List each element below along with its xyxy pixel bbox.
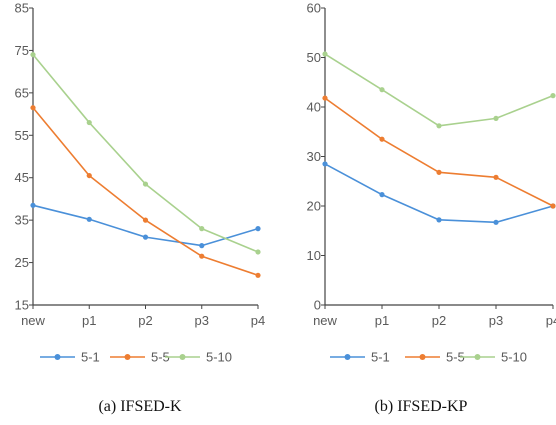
data-point-5-5 — [436, 169, 442, 175]
chart-ifsed-k: 15 25 35 45 55 65 75 85 new p1 p2 p3 p4 5-1 5-5 5-10 — [15, 1, 266, 365]
x-tick-label: p2 — [432, 313, 446, 328]
y-tick-label: 35 — [15, 213, 29, 228]
chart-ifsed-kp: 0 10 20 30 40 50 60 new p1 p2 p3 p4 5-1 5-5 5-10 — [307, 1, 556, 365]
x-tick-label: new — [21, 313, 45, 328]
data-point-5-10 — [493, 115, 499, 121]
data-point-5-5 — [30, 105, 36, 111]
legend-marker-5-5 — [124, 354, 131, 360]
series-line-5-10 — [324, 53, 554, 127]
data-point-5-5 — [142, 217, 149, 223]
x-tick-label: p1 — [82, 313, 96, 328]
legend-label-5-1: 5-1 — [371, 350, 390, 365]
y-tick-label: 20 — [307, 199, 321, 214]
data-point-5-1 — [436, 217, 442, 223]
y-tick-label: 25 — [15, 255, 29, 270]
legend-marker-5-5 — [419, 354, 426, 360]
data-point-5-10 — [255, 249, 261, 255]
legend-label-5-10: 5-10 — [206, 350, 232, 365]
data-point-5-1 — [493, 219, 499, 225]
y-tick-label: 75 — [15, 43, 29, 58]
legend-label-5-1: 5-1 — [81, 350, 100, 365]
legend-marker-5-10 — [179, 354, 186, 360]
legend-marker-5-10 — [474, 354, 481, 360]
y-tick-label: 0 — [314, 298, 321, 313]
y-tick-label: 65 — [15, 85, 29, 100]
x-tick-label: p2 — [138, 313, 152, 328]
caption-ifsed-k: (a) IFSED-K — [98, 398, 182, 415]
data-point-5-5 — [86, 172, 92, 179]
x-tick-label: p4 — [546, 313, 556, 328]
y-tick-label: 40 — [307, 100, 321, 115]
x-tick-label: p3 — [195, 313, 209, 328]
data-point-5-1 — [142, 234, 149, 240]
x-tick-label: p4 — [251, 313, 265, 328]
legend-label-5-5: 5-5 — [151, 350, 170, 365]
data-point-5-10 — [30, 52, 36, 58]
series-line-5-5 — [32, 107, 259, 277]
legend-marker-5-1 — [54, 354, 61, 360]
data-point-5-5 — [322, 95, 328, 101]
y-tick-label: 55 — [15, 128, 29, 143]
data-point-5-1 — [322, 161, 328, 167]
data-point-5-10 — [86, 119, 92, 126]
data-point-5-5 — [199, 253, 205, 259]
y-tick-label: 10 — [307, 248, 321, 263]
data-point-5-1 — [86, 216, 92, 222]
series-line-5-5 — [324, 97, 554, 207]
x-tick-label: p3 — [489, 313, 503, 328]
data-point-5-5 — [550, 203, 556, 209]
data-point-5-5 — [493, 174, 499, 180]
data-point-5-10 — [199, 226, 205, 232]
x-tick-label: p1 — [375, 313, 389, 328]
x-tick-label: new — [313, 313, 337, 328]
y-tick-label: 30 — [307, 149, 321, 164]
y-tick-label: 15 — [15, 298, 29, 313]
data-point-5-10 — [379, 87, 385, 93]
data-point-5-10 — [550, 93, 556, 99]
y-tick-label: 50 — [307, 50, 321, 65]
legend-label-5-10: 5-10 — [501, 350, 527, 365]
data-point-5-10 — [142, 181, 149, 187]
legend-label-5-5: 5-5 — [446, 350, 465, 365]
y-tick-label: 60 — [307, 1, 321, 16]
data-point-5-1 — [30, 202, 36, 208]
caption-ifsed-kp: (b) IFSED-KP — [375, 398, 468, 415]
data-point-5-5 — [379, 136, 385, 142]
data-point-5-10 — [322, 51, 328, 57]
data-point-5-5 — [255, 272, 261, 278]
data-point-5-1 — [199, 243, 205, 249]
legend-marker-5-1 — [344, 354, 351, 360]
y-tick-label: 45 — [15, 170, 29, 185]
data-point-5-1 — [255, 226, 261, 232]
data-point-5-1 — [379, 192, 385, 198]
y-tick-label: 85 — [15, 1, 29, 16]
data-point-5-10 — [436, 123, 442, 129]
